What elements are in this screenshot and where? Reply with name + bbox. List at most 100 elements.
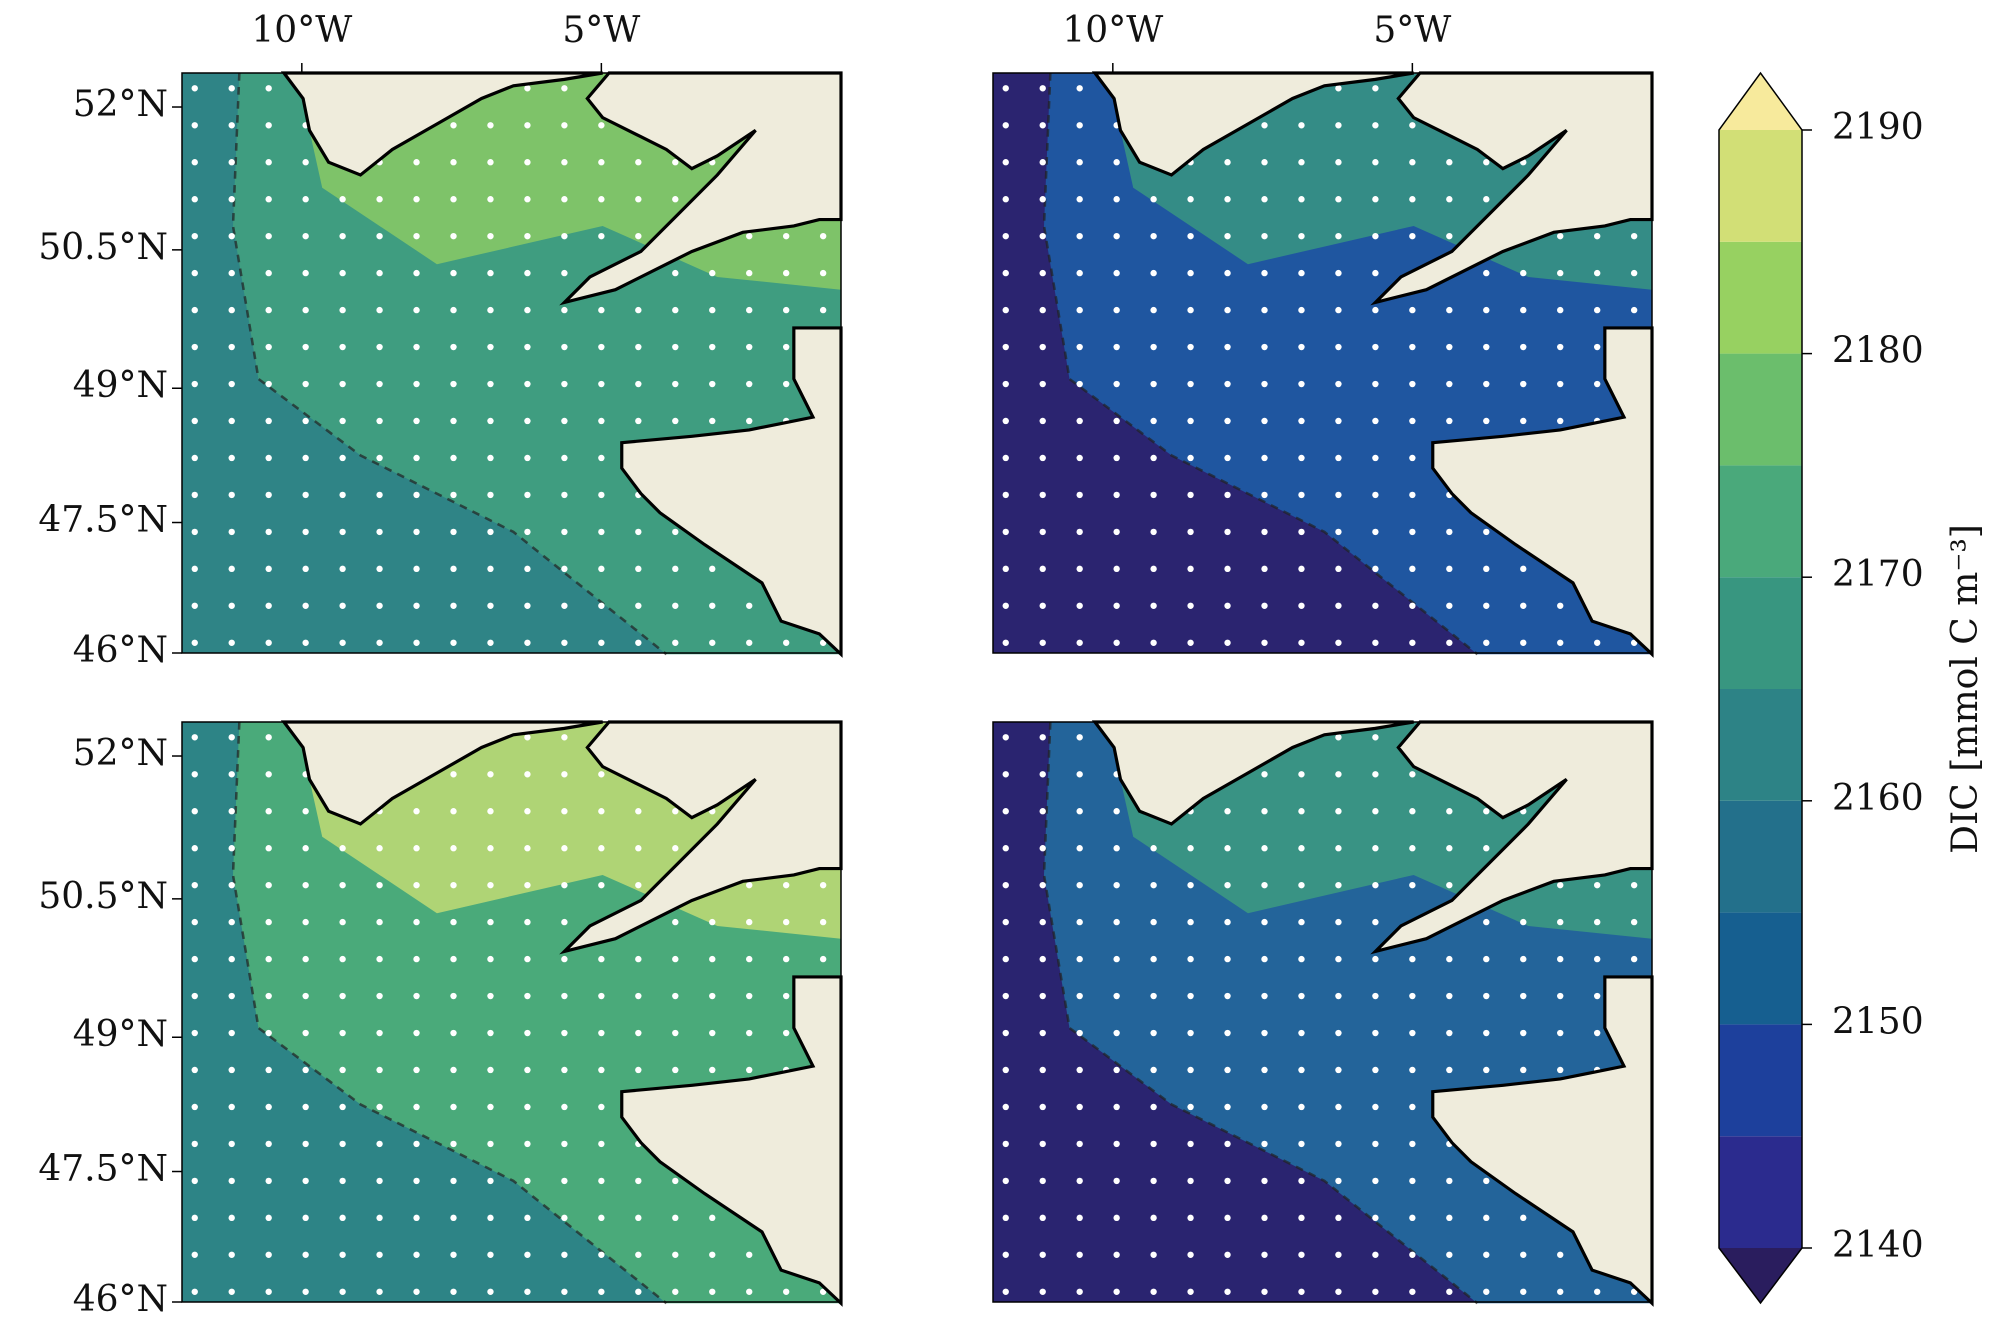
vector-dot bbox=[598, 306, 605, 314]
vector-dot bbox=[1298, 343, 1305, 351]
vector-dot bbox=[746, 881, 753, 889]
vector-dot bbox=[228, 1103, 235, 1111]
vector-dot bbox=[1224, 808, 1231, 815]
vector-dot bbox=[1298, 122, 1305, 129]
vector-dot bbox=[1446, 232, 1453, 240]
vector-dot bbox=[1372, 528, 1379, 536]
vector-dot bbox=[1483, 196, 1490, 203]
vector-dot bbox=[1520, 955, 1527, 963]
vector-dot bbox=[265, 1029, 272, 1037]
y-tick-label: 52°N bbox=[73, 733, 168, 774]
vector-dot bbox=[191, 196, 198, 203]
vector-dot bbox=[1039, 1177, 1046, 1185]
vector-dot bbox=[228, 1066, 235, 1074]
vector-dot bbox=[376, 528, 383, 536]
vector-dot bbox=[1409, 955, 1416, 963]
vector-dot bbox=[709, 343, 716, 351]
vector-dot bbox=[191, 808, 198, 815]
vector-dot bbox=[672, 417, 679, 425]
vector-dot bbox=[1261, 1140, 1268, 1148]
vector-dot bbox=[598, 1140, 605, 1148]
vector-dot bbox=[598, 565, 605, 573]
vector-dot bbox=[783, 232, 790, 240]
vector-dot bbox=[1372, 1288, 1379, 1295]
vector-dot bbox=[265, 955, 272, 963]
vector-dot bbox=[709, 269, 716, 277]
vector-dot bbox=[1630, 269, 1638, 277]
vector-dot bbox=[450, 269, 457, 277]
vector-dot bbox=[1076, 269, 1083, 277]
vector-dot bbox=[1335, 85, 1342, 92]
vector-dot bbox=[524, 955, 531, 963]
vector-dot bbox=[302, 845, 309, 852]
vector-dot bbox=[1372, 1177, 1379, 1185]
vector-dot bbox=[413, 1066, 420, 1074]
vector-dot bbox=[1298, 955, 1305, 963]
vector-dot bbox=[598, 1214, 605, 1222]
vector-dot bbox=[413, 1177, 420, 1185]
vector-dot bbox=[1261, 1214, 1268, 1222]
vector-dot bbox=[228, 771, 235, 778]
vector-dot bbox=[339, 992, 346, 1000]
vector-dot bbox=[819, 955, 827, 963]
vector-dot bbox=[1261, 122, 1268, 129]
vector-dot bbox=[302, 992, 309, 1000]
vector-dot bbox=[1039, 1103, 1046, 1111]
vector-dot bbox=[1039, 1029, 1046, 1037]
vector-dot bbox=[1076, 159, 1083, 166]
vector-dot bbox=[1002, 845, 1009, 852]
vector-dot bbox=[487, 1177, 494, 1185]
vector-dot bbox=[487, 881, 494, 889]
vector-dot bbox=[1335, 845, 1342, 852]
vector-dot bbox=[228, 1029, 235, 1037]
vector-dot bbox=[1557, 1251, 1564, 1258]
vector-dot bbox=[1113, 269, 1120, 277]
vector-dot bbox=[228, 1214, 235, 1222]
vector-dot bbox=[339, 343, 346, 351]
vector-dot bbox=[1630, 232, 1638, 240]
vector-dot bbox=[598, 380, 605, 388]
vector-dot bbox=[746, 1029, 753, 1037]
vector-dot bbox=[1409, 992, 1416, 1000]
vector-dot bbox=[819, 306, 827, 314]
vector-dot bbox=[1113, 232, 1120, 240]
vector-dot bbox=[1113, 1177, 1120, 1185]
vector-dot bbox=[1261, 1251, 1268, 1258]
vector-dot bbox=[302, 1029, 309, 1037]
vector-dot bbox=[413, 808, 420, 815]
vector-dot bbox=[1076, 417, 1083, 425]
vector-dot bbox=[376, 845, 383, 852]
vector-dot bbox=[1113, 808, 1120, 815]
vector-dot bbox=[1520, 1288, 1527, 1295]
vector-dot bbox=[709, 992, 716, 1000]
vector-dot bbox=[1187, 1177, 1194, 1185]
vector-dot bbox=[1372, 992, 1379, 1000]
vector-dot bbox=[561, 380, 568, 388]
vector-dot bbox=[524, 122, 531, 129]
vector-dot bbox=[376, 992, 383, 1000]
vector-dot bbox=[302, 881, 309, 889]
vector-dot bbox=[191, 639, 198, 646]
vector-dot bbox=[1446, 1029, 1453, 1037]
vector-dot bbox=[228, 955, 235, 963]
vector-dot bbox=[376, 1214, 383, 1222]
vector-dot bbox=[561, 639, 568, 646]
vector-dot bbox=[598, 1288, 605, 1295]
vector-dot bbox=[1557, 881, 1564, 889]
vector-dot bbox=[1335, 639, 1342, 646]
vector-dot bbox=[1002, 992, 1009, 1000]
vector-dot bbox=[709, 417, 716, 425]
vector-dot bbox=[1335, 955, 1342, 963]
vector-dot bbox=[191, 734, 198, 741]
vector-dot bbox=[1372, 1214, 1379, 1222]
vector-dot bbox=[1224, 955, 1231, 963]
vector-dot bbox=[265, 845, 272, 852]
vector-dot bbox=[265, 565, 272, 573]
vector-dot bbox=[487, 196, 494, 203]
vector-dot bbox=[413, 343, 420, 351]
vector-dot bbox=[672, 845, 679, 852]
y-tick-label: 50.5°N bbox=[38, 876, 168, 917]
vector-dot bbox=[265, 918, 272, 926]
vector-dot bbox=[1483, 1066, 1490, 1074]
vector-dot bbox=[1298, 1029, 1305, 1037]
